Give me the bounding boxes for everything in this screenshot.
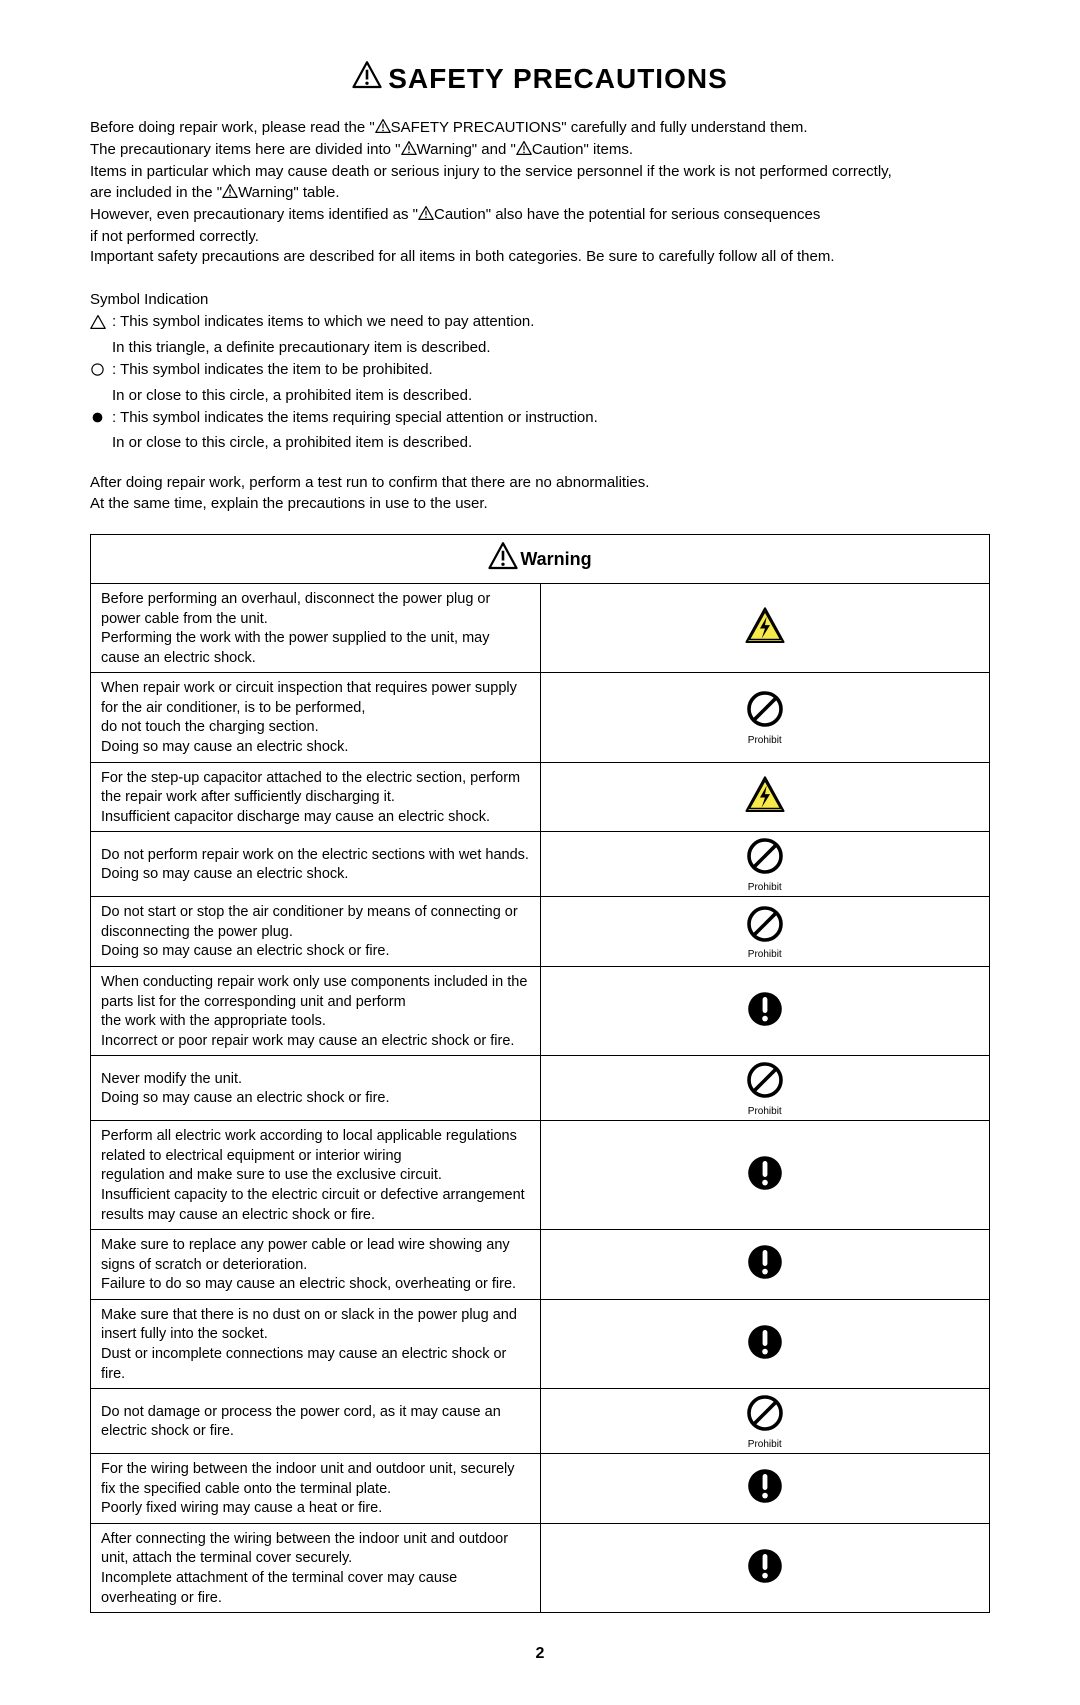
mandatory-icon	[545, 1322, 986, 1369]
warning-text: When repair work or circuit inspection t…	[91, 673, 541, 762]
warning-text: Make sure to replace any power cable or …	[91, 1230, 541, 1300]
table-row: For the step-up capacitor attached to th…	[91, 762, 990, 832]
intro-block: Before doing repair work, please read th…	[90, 118, 990, 268]
prohibit-icon	[545, 1393, 986, 1440]
mandatory-icon	[545, 989, 986, 1036]
warning-text: Do not damage or process the power cord,…	[91, 1389, 541, 1454]
mandatory-icon	[545, 1153, 986, 1200]
table-row: For the wiring between the indoor unit a…	[91, 1454, 990, 1524]
shock-icon	[545, 774, 986, 823]
table-row: Before performing an overhaul, disconnec…	[91, 584, 990, 673]
warning-icon-cell: Prohibit	[540, 1056, 990, 1121]
table-row: Make sure that there is no dust on or sl…	[91, 1299, 990, 1388]
warning-text: For the wiring between the indoor unit a…	[91, 1454, 541, 1524]
warning-icon-cell: Prohibit	[540, 832, 990, 897]
prohibit-label: Prohibit	[545, 1438, 986, 1452]
table-row: Do not damage or process the power cord,…	[91, 1389, 990, 1454]
mandatory-icon	[90, 408, 112, 431]
warning-icon	[418, 205, 434, 227]
prohibit-icon	[545, 1060, 986, 1107]
mandatory-icon	[545, 1242, 986, 1289]
warning-icon-cell	[540, 1523, 990, 1612]
prohibit-label: Prohibit	[545, 948, 986, 962]
prohibit-label: Prohibit	[545, 734, 986, 748]
warning-icon-cell	[540, 1454, 990, 1524]
warning-icon-cell	[540, 762, 990, 832]
table-row: When repair work or circuit inspection t…	[91, 673, 990, 762]
page-title: SAFETY PRECAUTIONS	[90, 60, 990, 100]
symbol-row: : This symbol indicates the items requir…	[90, 408, 990, 431]
warning-icon	[222, 183, 238, 205]
mandatory-icon	[545, 1546, 986, 1593]
warning-text: Never modify the unit.Doing so may cause…	[91, 1056, 541, 1121]
prohibit-label: Prohibit	[545, 1105, 986, 1119]
table-row: When conducting repair work only use com…	[91, 967, 990, 1056]
warning-icon	[488, 541, 518, 577]
warning-icon	[375, 118, 391, 140]
table-row: Do not perform repair work on the electr…	[91, 832, 990, 897]
mandatory-icon	[545, 1466, 986, 1513]
prohibit-icon	[90, 360, 112, 383]
symbol-indication: Symbol Indication : This symbol indicate…	[90, 290, 990, 454]
warning-header: Warning	[91, 534, 990, 583]
table-row: Perform all electric work according to l…	[91, 1121, 990, 1230]
table-row: Never modify the unit.Doing so may cause…	[91, 1056, 990, 1121]
prohibit-icon	[545, 904, 986, 951]
warning-text: Do not perform repair work on the electr…	[91, 832, 541, 897]
warning-text: Before performing an overhaul, disconnec…	[91, 584, 541, 673]
symbol-row: : This symbol indicates the item to be p…	[90, 360, 990, 383]
warning-table: Warning Before performing an overhaul, d…	[90, 534, 990, 1613]
warning-text: Make sure that there is no dust on or sl…	[91, 1299, 541, 1388]
title-text: SAFETY PRECAUTIONS	[388, 63, 728, 94]
table-row: Do not start or stop the air conditioner…	[91, 897, 990, 967]
warning-text: After connecting the wiring between the …	[91, 1523, 541, 1612]
prohibit-label: Prohibit	[545, 881, 986, 895]
page-number: 2	[90, 1643, 990, 1665]
prohibit-icon	[545, 689, 986, 736]
warning-icon-cell: Prohibit	[540, 673, 990, 762]
warning-icon-cell	[540, 1230, 990, 1300]
symbol-heading: Symbol Indication	[90, 290, 990, 310]
warning-icon-cell	[540, 584, 990, 673]
triangle-icon	[90, 312, 112, 336]
warning-text: Perform all electric work according to l…	[91, 1121, 541, 1230]
warning-text: When conducting repair work only use com…	[91, 967, 541, 1056]
warning-icon-cell: Prohibit	[540, 1389, 990, 1454]
symbol-row: : This symbol indicates items to which w…	[90, 312, 990, 336]
warning-icon	[401, 140, 417, 162]
warning-icon	[516, 140, 532, 162]
table-row: Make sure to replace any power cable or …	[91, 1230, 990, 1300]
shock-icon	[545, 605, 986, 654]
table-row: After connecting the wiring between the …	[91, 1523, 990, 1612]
prohibit-icon	[545, 836, 986, 883]
warning-icon-cell: Prohibit	[540, 897, 990, 967]
warning-icon-cell	[540, 967, 990, 1056]
warning-icon-cell	[540, 1299, 990, 1388]
warning-text: For the step-up capacitor attached to th…	[91, 762, 541, 832]
warning-icon	[352, 60, 382, 100]
after-note: After doing repair work, perform a test …	[90, 473, 990, 514]
warning-icon-cell	[540, 1121, 990, 1230]
warning-text: Do not start or stop the air conditioner…	[91, 897, 541, 967]
